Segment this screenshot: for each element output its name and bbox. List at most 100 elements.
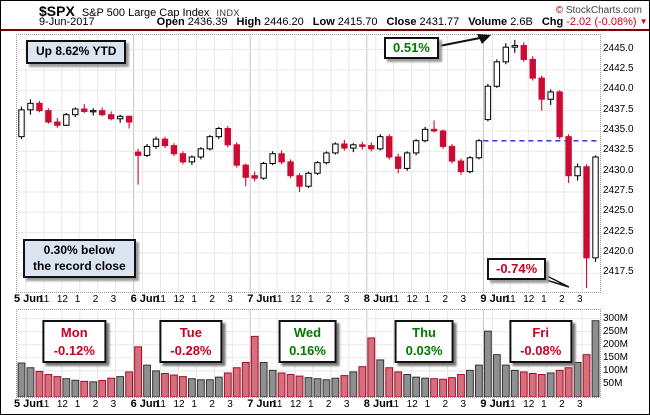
x-axis-hour-label: 11 — [505, 399, 516, 410]
x-axis-hour-label: 12 — [523, 399, 535, 410]
volume-bar — [519, 371, 528, 397]
candle — [143, 143, 151, 157]
index-name: S&P 500 Large Cap Index — [81, 7, 210, 19]
daybox-fri: Fri -0.08% — [509, 320, 573, 364]
volume-axis-tick: 150M — [603, 351, 629, 363]
volume-bar — [44, 374, 53, 397]
candle — [134, 148, 142, 185]
volume-bar — [582, 354, 591, 397]
candle — [296, 173, 303, 192]
x-axis-hour-label: 2 — [92, 294, 99, 305]
candle — [269, 151, 276, 166]
volume-bar — [35, 370, 44, 397]
x-axis-hour-label: 12 — [523, 294, 535, 305]
x-axis-hour-label: 1 — [74, 294, 81, 305]
x-axis-hour-label: 3 — [577, 294, 583, 305]
volume-bar — [546, 372, 555, 397]
candle — [350, 143, 357, 153]
candle — [179, 151, 187, 165]
candle — [332, 142, 339, 155]
x-axis-day-label: 6 Jun — [130, 398, 160, 410]
x-axis-hour-label: 1 — [307, 399, 314, 410]
x-axis-hour-label: 12 — [173, 294, 185, 305]
x-axis-hour-label: 12 — [290, 294, 302, 305]
x-axis-hour-label: 1 — [541, 294, 547, 305]
volume-bar — [223, 372, 232, 397]
volume-axis-tick: 300M — [603, 312, 629, 324]
price-axis-tick: 2432.5 — [603, 144, 634, 156]
x-axis-hour-label: 3 — [227, 294, 233, 305]
candle — [99, 107, 106, 117]
daybox-wed: Wed 0.16% — [278, 320, 337, 364]
candle — [233, 142, 240, 168]
candle — [556, 90, 563, 140]
candle — [421, 126, 429, 143]
volume-bar — [304, 377, 313, 397]
volume-bar — [528, 372, 537, 397]
quote-date: 9-Jun-2017 — [39, 16, 95, 28]
volume-bar — [188, 378, 196, 397]
candle — [90, 108, 97, 116]
x-axis-hour-label: 3 — [110, 399, 117, 410]
x-axis-hour-label: 3 — [343, 399, 350, 410]
volume-bar — [250, 335, 259, 397]
x-axis-hour-label: 2 — [325, 399, 332, 410]
candle — [18, 106, 25, 140]
volume-bar — [457, 374, 465, 397]
candle — [278, 150, 285, 165]
x-axis-hour-label: 12 — [406, 399, 418, 410]
price-axis-tick: 2437.5 — [603, 103, 634, 115]
x-axis-hour-label: 2 — [559, 294, 565, 305]
x-axis-hour-label: 1 — [424, 399, 431, 410]
volume-bar — [555, 369, 564, 397]
high-field: High 2446.20 — [236, 16, 304, 28]
volume-bar — [501, 364, 510, 397]
candle — [511, 39, 518, 53]
x-axis-hour-label: 11 — [388, 294, 400, 305]
x-axis-hour-label: 11 — [272, 399, 283, 410]
candle — [386, 134, 393, 160]
volume-bar — [286, 374, 295, 397]
volume-bar — [537, 374, 546, 397]
volume-bar — [403, 374, 412, 397]
x-axis-day-label: 9 Jun — [480, 398, 510, 410]
volume-bar — [98, 380, 107, 397]
candle — [36, 100, 43, 113]
volume-bar — [53, 376, 62, 397]
candle — [314, 161, 321, 175]
candle — [439, 129, 447, 149]
volume-bar — [179, 376, 187, 397]
candle — [81, 104, 88, 114]
x-axis-hour-label: 2 — [209, 294, 215, 305]
x-axis-hour-label: 1 — [74, 399, 81, 410]
candle — [305, 171, 312, 188]
header-separator — [1, 29, 649, 31]
candle — [341, 139, 348, 151]
x-axis-hour-label: 2 — [442, 399, 449, 410]
candle — [520, 42, 527, 62]
price-axis-tick: 2445.0 — [603, 42, 634, 54]
x-axis-hour-label: 2 — [442, 294, 449, 305]
x-axis-day-label: 7 Jun — [247, 293, 276, 305]
volume-bar — [62, 378, 71, 397]
candle — [161, 136, 169, 149]
volume-bar — [71, 379, 80, 397]
candle — [242, 163, 249, 187]
volume-bar — [591, 320, 600, 397]
volume-bar — [214, 376, 223, 397]
volume-bar — [394, 371, 403, 397]
volume-bar — [322, 379, 331, 397]
volume-bar — [564, 367, 573, 397]
candle — [63, 113, 70, 127]
chart-header: $SPX S&P 500 Large Cap Index INDX — [39, 3, 240, 19]
volume-bar — [412, 376, 421, 397]
candle — [502, 43, 510, 65]
price-axis-tick: 2417.5 — [603, 266, 634, 278]
volume-axis-tick: 250M — [603, 325, 629, 337]
candle — [224, 126, 231, 148]
candle — [170, 143, 178, 157]
volume-bar — [107, 377, 116, 397]
volume-bar — [510, 369, 519, 397]
x-axis-hour-label: 3 — [460, 294, 467, 305]
